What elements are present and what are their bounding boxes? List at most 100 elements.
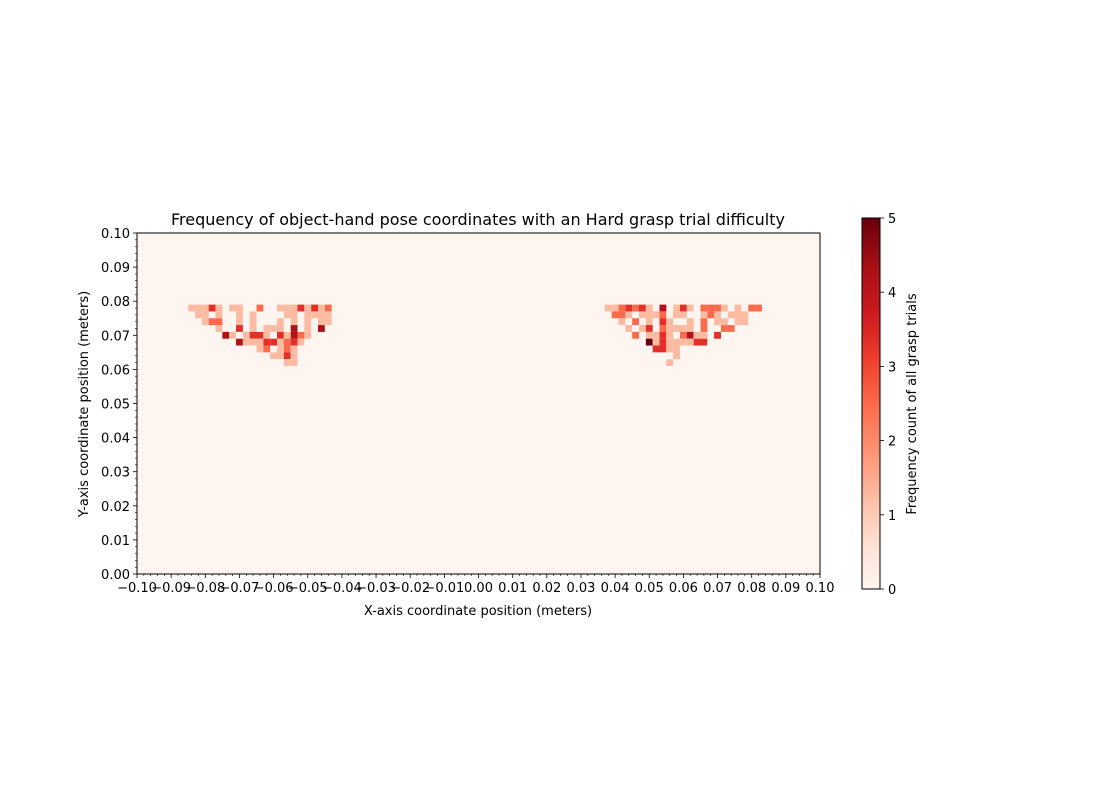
heatmap-cell (700, 338, 708, 346)
heatmap-cell (748, 304, 756, 312)
heatmap-cell (222, 331, 230, 339)
heatmap-cell (201, 318, 209, 326)
y-tick-label: 0.02 (101, 500, 130, 515)
heatmap-cell (256, 338, 264, 346)
heatmap-cell (236, 304, 243, 312)
heatmap-cell (249, 338, 257, 346)
heatmap-cell (242, 338, 250, 346)
heatmap-cell (304, 331, 312, 339)
heatmap-cell (734, 304, 742, 312)
colorbar-axis: 0 1 2 3 4 5 (880, 212, 896, 598)
heatmap-cell (290, 345, 298, 353)
heatmap-cell (666, 359, 674, 366)
heatmap-cell (283, 304, 291, 312)
heatmap-cell (236, 318, 243, 326)
heatmap-cell (720, 318, 728, 326)
heatmap-cell (604, 304, 612, 312)
heatmap-cell (679, 331, 687, 339)
x-tick-label: −0.03 (356, 581, 396, 596)
heatmap-cell (625, 325, 633, 332)
heatmap-cell (679, 311, 687, 319)
heatmap-cell (645, 311, 653, 319)
heatmap-cell (645, 338, 653, 346)
heatmap-cell (290, 359, 298, 366)
heatmap-cell (236, 311, 243, 319)
x-tick-label: −0.05 (288, 581, 328, 596)
y-axis: 0.00 0.01 0.02 0.03 0.04 0.05 0.06 0.07 0.08 0.09… (101, 227, 137, 583)
heatmap-cell (639, 304, 646, 312)
heatmap-cell (297, 304, 305, 312)
heatmap-cell (693, 331, 701, 339)
heatmap-cell (270, 352, 278, 360)
heatmap-cell (290, 338, 298, 346)
y-tick-label: 0.00 (101, 568, 130, 583)
x-tick-label: 0.09 (771, 581, 800, 596)
heatmap-cell (263, 325, 271, 332)
heatmap-cell (277, 352, 284, 360)
heatmap-cell (707, 304, 715, 312)
heatmap-cell (666, 318, 674, 326)
heatmap-cell (618, 304, 626, 312)
x-tick-label: 0.01 (498, 581, 527, 596)
heatmap-cell (290, 325, 298, 332)
y-tick-label: 0.09 (101, 261, 130, 276)
heatmap-cell (283, 338, 291, 346)
heatmap-cell (283, 345, 291, 353)
heatmap-cell (297, 331, 305, 339)
heatmap-cell (673, 304, 680, 312)
colorbar-tick-label: 1 (888, 509, 896, 524)
heatmap-cell (720, 325, 728, 332)
heatmap-cell (188, 304, 196, 312)
heatmap-cell (611, 311, 619, 319)
heatmap-cell (666, 338, 674, 346)
x-tick-label: 0.05 (635, 581, 664, 596)
x-tick-label: 0.06 (669, 581, 698, 596)
x-tick-label: 0.04 (601, 581, 630, 596)
heatmap-cell (611, 304, 619, 312)
heatmap-cell (195, 304, 202, 312)
x-tick-label: −0.06 (254, 581, 294, 596)
heatmap-cell (727, 325, 735, 332)
heatmap-cell (645, 304, 653, 312)
x-axis-label: X-axis coordinate position (meters) (364, 604, 592, 619)
colorbar-tick-label: 0 (888, 583, 896, 598)
heatmap-cells (188, 304, 762, 366)
heatmap-cell (652, 311, 660, 319)
heatmap-cell (659, 338, 667, 346)
heatmap-cell (666, 345, 674, 353)
heatmap-cell (700, 311, 708, 319)
heatmap-cell (263, 345, 271, 353)
heatmap-cell (679, 338, 687, 346)
heatmap-cell (673, 345, 680, 353)
heatmap-cell (283, 311, 291, 319)
heatmap-cell (714, 311, 721, 319)
colorbar-tick-label: 5 (888, 212, 896, 227)
y-tick-label: 0.10 (101, 227, 130, 242)
x-tick-label: 0.07 (703, 581, 732, 596)
heatmap-cell (700, 304, 708, 312)
heatmap-cell (311, 311, 318, 319)
x-tick-label: −0.10 (117, 581, 157, 596)
heatmap-cell (208, 318, 216, 326)
heatmap-cell (215, 318, 223, 326)
y-tick-label: 0.04 (101, 432, 130, 447)
heatmap-cell (236, 338, 243, 346)
heatmap-cell (659, 311, 667, 319)
y-tick-label: 0.03 (101, 466, 130, 481)
heatmap-cell (679, 304, 687, 312)
heatmap-cell (618, 311, 626, 319)
heatmap-cell (304, 318, 312, 326)
heatmap-cell (304, 325, 312, 332)
heatmap-cell (277, 331, 284, 339)
y-axis-label: Y-axis coordinate position (meters) (77, 291, 92, 518)
heatmap-cell (673, 325, 680, 332)
heatmap-cell (686, 318, 694, 326)
heatmap-cell (270, 338, 278, 346)
heatmap-cell (686, 304, 694, 312)
heatmap-cell (249, 318, 257, 326)
heatmap-cell (652, 345, 660, 353)
heatmap-cell (318, 311, 325, 319)
x-tick-label: −0.01 (424, 581, 464, 596)
heatmap-cell (659, 331, 667, 339)
